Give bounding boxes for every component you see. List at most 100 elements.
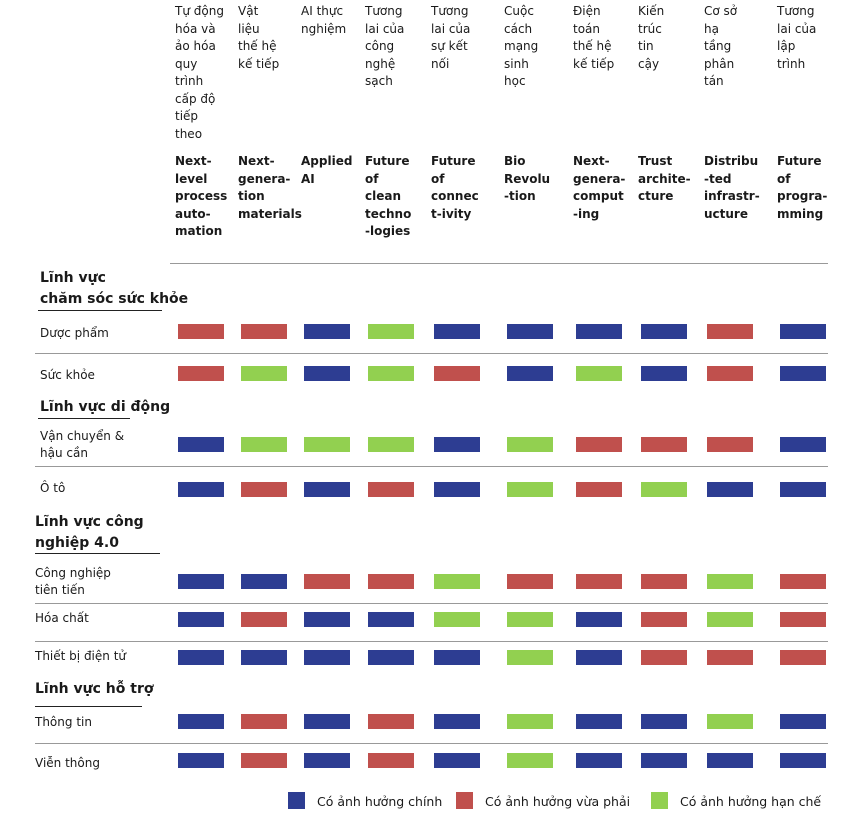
row-label: Thiết bị điện tử bbox=[35, 649, 127, 663]
impact-cell bbox=[434, 482, 480, 497]
impact-cell bbox=[641, 482, 687, 497]
impact-cell bbox=[707, 437, 753, 452]
impact-cell bbox=[507, 437, 553, 452]
column-header-en: Distribu -ted infrastr- ucture bbox=[704, 154, 760, 221]
impact-cell bbox=[304, 324, 350, 339]
impact-cell bbox=[434, 612, 480, 627]
row-label: Viễn thông bbox=[35, 756, 100, 770]
row-label: Công nghiệp tiên tiến bbox=[35, 566, 111, 597]
impact-cell bbox=[641, 612, 687, 627]
impact-cell bbox=[707, 574, 753, 589]
impact-cell bbox=[641, 366, 687, 381]
legend-swatch bbox=[288, 792, 305, 809]
column-header-vi: Tương lai của công nghệ sạch bbox=[365, 4, 405, 88]
section-underline bbox=[38, 310, 162, 311]
impact-cell bbox=[434, 574, 480, 589]
impact-cell bbox=[507, 753, 553, 768]
impact-cell bbox=[241, 437, 287, 452]
impact-cell bbox=[707, 650, 753, 665]
impact-cell bbox=[368, 574, 414, 589]
row-label: Sức khỏe bbox=[40, 368, 95, 382]
column-header-en: Applied AI bbox=[301, 154, 353, 186]
header-rule bbox=[170, 263, 828, 264]
row-separator bbox=[35, 743, 828, 744]
impact-cell bbox=[178, 753, 224, 768]
impact-cell bbox=[780, 650, 826, 665]
impact-cell bbox=[434, 650, 480, 665]
impact-cell bbox=[780, 612, 826, 627]
impact-cell bbox=[576, 482, 622, 497]
impact-cell bbox=[780, 714, 826, 729]
impact-cell bbox=[178, 366, 224, 381]
impact-cell bbox=[780, 482, 826, 497]
impact-cell bbox=[178, 612, 224, 627]
column-header-en: Next- genera- comput -ing bbox=[573, 154, 626, 221]
impact-cell bbox=[368, 753, 414, 768]
impact-cell bbox=[707, 482, 753, 497]
impact-cell bbox=[368, 650, 414, 665]
legend-swatch bbox=[651, 792, 668, 809]
column-header-vi: Vật liệu thế hệ kế tiếp bbox=[238, 4, 280, 71]
column-header-en: Future of clean techno -logies bbox=[365, 154, 412, 238]
row-label: Vận chuyển & hậu cần bbox=[40, 429, 125, 460]
impact-cell bbox=[304, 753, 350, 768]
row-label: Ô tô bbox=[40, 481, 66, 495]
impact-cell bbox=[434, 714, 480, 729]
impact-cell bbox=[507, 366, 553, 381]
impact-cell bbox=[707, 366, 753, 381]
impact-cell bbox=[304, 714, 350, 729]
impact-cell bbox=[576, 714, 622, 729]
impact-cell bbox=[507, 714, 553, 729]
column-header-en: Next- genera- tion materials bbox=[238, 154, 302, 221]
impact-cell bbox=[304, 366, 350, 381]
legend-label: Có ảnh hưởng vừa phải bbox=[485, 794, 631, 809]
impact-cell bbox=[241, 324, 287, 339]
impact-cell bbox=[178, 574, 224, 589]
impact-cell bbox=[507, 612, 553, 627]
impact-cell bbox=[641, 753, 687, 768]
column-header-vi: Điện toán thế hệ kế tiếp bbox=[573, 4, 615, 71]
column-header-vi: Cuộc cách mạng sinh học bbox=[504, 4, 539, 88]
impact-cell bbox=[178, 650, 224, 665]
impact-cell bbox=[434, 753, 480, 768]
row-separator bbox=[35, 641, 828, 642]
impact-cell bbox=[434, 366, 480, 381]
impact-cell bbox=[368, 437, 414, 452]
impact-cell bbox=[368, 482, 414, 497]
column-header-en: Trust archite- cture bbox=[638, 154, 691, 203]
impact-cell bbox=[241, 482, 287, 497]
impact-cell bbox=[576, 574, 622, 589]
impact-cell bbox=[304, 574, 350, 589]
row-label: Hóa chất bbox=[35, 611, 89, 625]
impact-cell bbox=[780, 574, 826, 589]
section-title: Lĩnh vực hỗ trợ bbox=[35, 681, 154, 697]
impact-cell bbox=[507, 482, 553, 497]
impact-cell bbox=[241, 753, 287, 768]
section-title: Lĩnh vực công nghiệp 4.0 bbox=[35, 514, 144, 551]
section-underline bbox=[38, 418, 130, 419]
impact-cell bbox=[241, 650, 287, 665]
column-header-vi: Cơ sở hạ tầng phân tán bbox=[704, 4, 738, 88]
section-underline bbox=[35, 553, 160, 554]
impact-cell bbox=[368, 714, 414, 729]
impact-cell bbox=[368, 366, 414, 381]
impact-cell bbox=[304, 437, 350, 452]
impact-cell bbox=[641, 574, 687, 589]
impact-cell bbox=[576, 753, 622, 768]
impact-cell bbox=[241, 574, 287, 589]
impact-cell bbox=[576, 437, 622, 452]
impact-cell bbox=[434, 437, 480, 452]
impact-cell bbox=[707, 714, 753, 729]
impact-cell bbox=[241, 714, 287, 729]
impact-cell bbox=[707, 324, 753, 339]
column-header-vi: Kiến trúc tin cậy bbox=[638, 4, 665, 71]
row-separator bbox=[35, 603, 828, 604]
impact-cell bbox=[507, 650, 553, 665]
column-header-vi: Tương lai của sự kết nối bbox=[431, 4, 471, 71]
impact-cell bbox=[707, 612, 753, 627]
impact-cell bbox=[780, 437, 826, 452]
impact-cell bbox=[707, 753, 753, 768]
impact-cell bbox=[304, 612, 350, 627]
impact-cell bbox=[178, 437, 224, 452]
impact-cell bbox=[641, 650, 687, 665]
